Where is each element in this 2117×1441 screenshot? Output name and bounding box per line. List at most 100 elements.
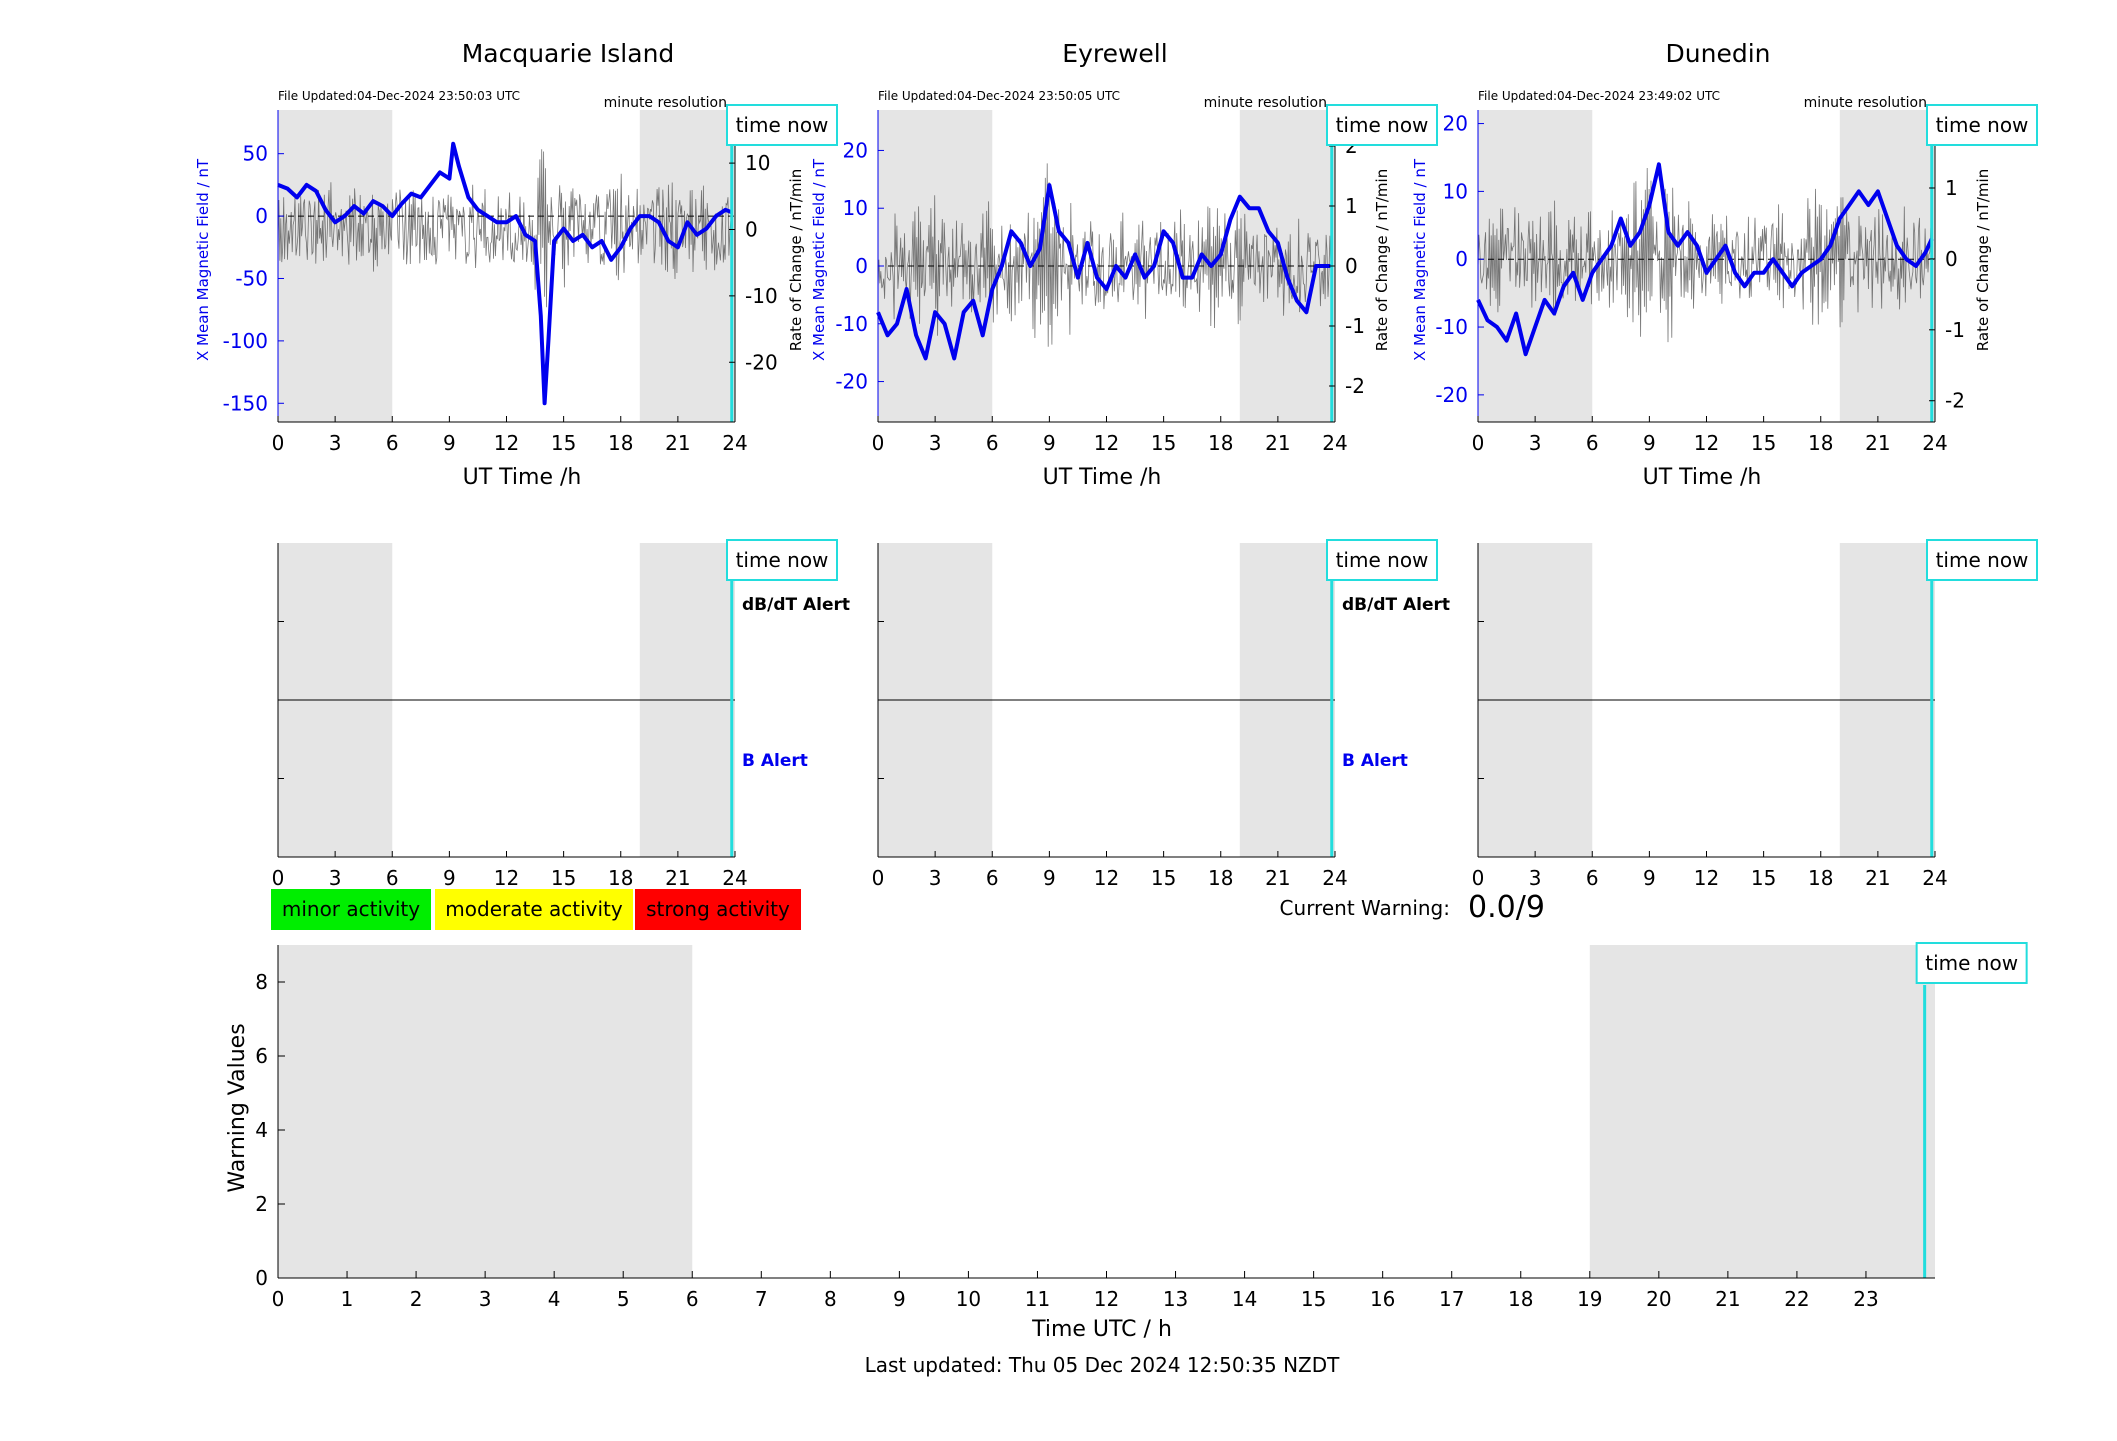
x-tick-label: 18 [1508,1287,1533,1311]
time-now-label: time now [1336,113,1429,137]
xlabel-eyrewell: UT Time /h [1043,465,1162,490]
x-tick-label: 20 [1646,1287,1671,1311]
x-tick-label: 21 [1715,1287,1740,1311]
night-band-0 [278,945,693,1278]
x-tick-label: 15 [551,866,576,890]
warning-xlabel: Time UTC / h [1031,1317,1172,1342]
time-now-label: time now [1936,113,2029,137]
x-tick-label: 12 [1694,866,1719,890]
x-tick-label: 6 [986,431,999,455]
field-line [277,141,733,406]
x-tick-label: 23 [1853,1287,1878,1311]
x-tick-label: 9 [1643,866,1656,890]
x-tick-label: 0 [272,431,285,455]
y-tick-label: 20 [843,138,868,162]
file-updated-dunedin: File Updated:04-Dec-2024 23:49:02 UTC [1478,89,1720,103]
x-tick-label: 21 [1865,866,1890,890]
x-tick-label: 12 [1094,431,1119,455]
legend-moderate-box [435,889,633,930]
x-tick-label: 3 [929,431,942,455]
eyrewell-alert-panel: 0 3 6 9 12 15 18 21 24 time now [872,539,1438,890]
y2-tick-label: -2 [1945,389,1965,413]
legend-minor-label: minor activity [282,897,420,921]
x-tick-label: 24 [1922,866,1947,890]
x-tick-label: 7 [755,1287,768,1311]
x-tick-label: 3 [329,866,342,890]
y2-tick-label: 0 [1945,247,1958,271]
y-tick-label: 10 [843,196,868,220]
y2-tick-label: -2 [1345,374,1365,398]
ylabel-field-eyrewell: X Mean Magnetic Field / nT [810,158,828,361]
y2-tick-label: 0 [745,217,758,241]
time-now-box [1326,539,1438,581]
x-tick-label: 3 [329,431,342,455]
x-tick-label: 18 [1808,866,1833,890]
x-tick-label: 12 [1694,431,1719,455]
time-now-box [1326,104,1438,146]
y-tick-label: 8 [255,970,268,994]
current-warning-value: 0.0/9 [1468,890,1545,925]
x-tick-label: 12 [1094,866,1119,890]
night-band-1 [1589,945,1935,1278]
x-tick-label: 0 [272,866,285,890]
macquarie-field-plot: 0 3 6 9 12 15 18 21 24-150-100-50050-20-10010tim… [223,104,838,455]
y-tick-label: -10 [1435,315,1468,339]
x-tick-label: 3 [1529,431,1542,455]
ylabel-field-macquarie: X Mean Magnetic Field / nT [194,158,212,361]
station-title-dunedin: Dunedin [1666,39,1771,68]
x-tick-label: 15 [551,431,576,455]
x-tick-label: 9 [1643,431,1656,455]
x-tick-label: 9 [443,866,456,890]
x-tick-label: 0 [872,431,885,455]
x-tick-label: 18 [608,431,633,455]
b-alert-macquarie: B Alert [742,751,808,771]
x-tick-label: 21 [1265,866,1290,890]
station-title-eyrewell: Eyrewell [1062,39,1167,68]
y-tick-label: 4 [255,1118,268,1142]
x-tick-label: 24 [722,431,747,455]
y2-tick-label: -1 [1345,314,1365,338]
y-tick-label: 20 [1443,112,1468,136]
time-now-box [1926,104,2038,146]
x-tick-label: 9 [1043,431,1056,455]
ylabel-rate-dunedin: Rate of Change / nT/min [1974,169,1992,351]
x-tick-label: 3 [1529,866,1542,890]
time-now-label: time now [1936,548,2029,572]
x-tick-label: 24 [1322,431,1347,455]
x-tick-label: 6 [386,866,399,890]
x-tick-label: 21 [1265,431,1290,455]
x-tick-label: 24 [722,866,747,890]
x-tick-label: 21 [665,866,690,890]
current-warning-label: Current Warning: [1280,896,1450,920]
field-line [1476,162,1934,357]
dbdt-alert-macquarie: dB/dT Alert [742,595,850,615]
x-tick-label: 0 [1472,866,1485,890]
time-now-label: time now [736,113,829,137]
x-tick-label: 18 [1808,431,1833,455]
x-tick-label: 11 [1025,1287,1050,1311]
rate-of-change-line [277,149,732,308]
y-tick-label: 0 [1455,247,1468,271]
y-tick-label: 0 [255,1266,268,1290]
station-title-macquarie: Macquarie Island [462,39,675,68]
x-tick-label: 24 [1322,866,1347,890]
last-updated-footer: Last updated: Thu 05 Dec 2024 12:50:35 N… [865,1353,1341,1377]
x-tick-label: 6 [386,431,399,455]
x-tick-label: 9 [443,431,456,455]
x-tick-label: 3 [929,866,942,890]
x-tick-label: 15 [1151,866,1176,890]
x-tick-label: 24 [1922,431,1947,455]
x-tick-label: 18 [1208,866,1233,890]
night-band-1 [1839,110,1935,422]
y-tick-label: 50 [243,142,268,166]
x-tick-label: 9 [893,1287,906,1311]
file-updated-eyrewell: File Updated:04-Dec-2024 23:50:05 UTC [878,89,1120,103]
ylabel-field-dunedin: X Mean Magnetic Field / nT [1411,158,1429,361]
warning-ylabel: Warning Values [225,1023,250,1192]
xlabel-macquarie: UT Time /h [463,465,582,490]
resolution-label-macquarie: minute resolution [604,95,727,111]
x-tick-label: 8 [824,1287,837,1311]
x-tick-label: 0 [872,866,885,890]
